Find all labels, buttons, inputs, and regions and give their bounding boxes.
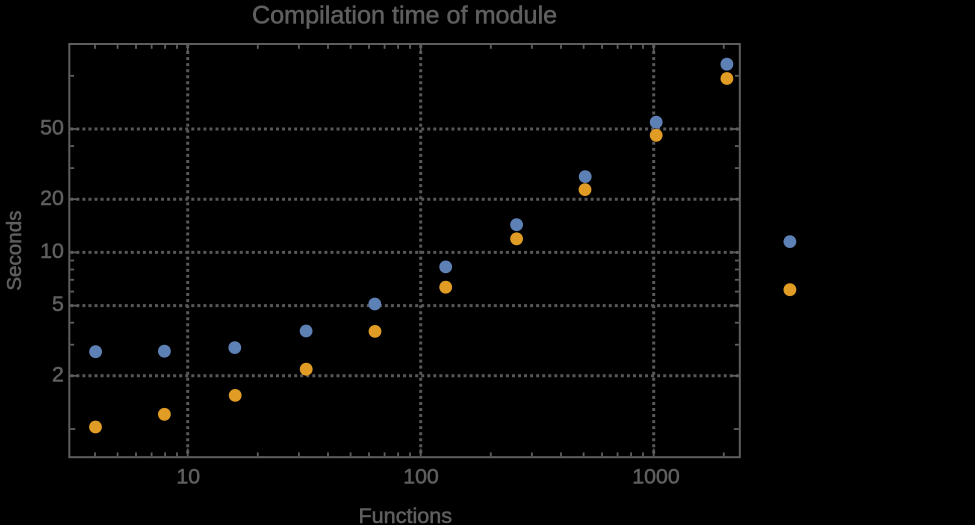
svg-text:2: 2 (52, 362, 64, 386)
svg-text:Functions: Functions (358, 503, 452, 525)
svg-text:Compilation time of module: Compilation time of module (252, 2, 557, 30)
svg-text:50: 50 (40, 116, 64, 140)
svg-text:Seconds: Seconds (3, 211, 26, 291)
svg-text:20: 20 (40, 186, 64, 210)
svg-text:5: 5 (52, 292, 64, 316)
svg-text:10: 10 (40, 239, 64, 263)
svg-text:100: 100 (403, 465, 439, 489)
svg-text:1000: 1000 (632, 465, 680, 489)
svg-text:10: 10 (176, 465, 200, 489)
